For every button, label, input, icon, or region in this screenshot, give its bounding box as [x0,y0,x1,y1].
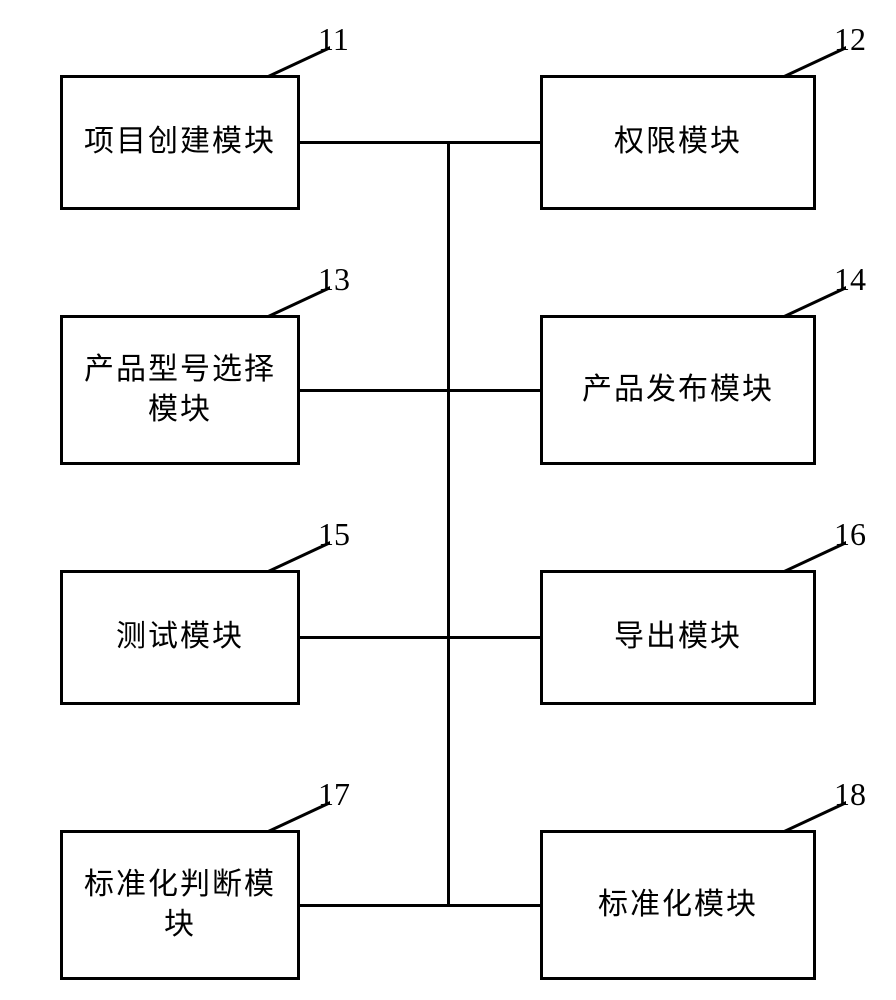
connector-m13 [300,389,450,392]
connector-m12 [447,141,541,144]
module-m11: 项目创建模块 [60,75,300,210]
module-m14: 产品发布模块 [540,315,816,465]
connector-m16 [447,636,541,639]
module-number-m15: 15 [318,516,350,553]
module-label-m11: 项目创建模块 [84,122,276,163]
module-m13: 产品型号选择模块 [60,315,300,465]
module-label-m18: 标准化模块 [598,885,758,926]
module-number-m16: 16 [834,516,866,553]
module-number-m17: 17 [318,776,350,813]
module-number-m12: 12 [834,21,866,58]
module-m16: 导出模块 [540,570,816,705]
connector-m14 [447,389,541,392]
connector-m15 [300,636,450,639]
module-label-m15: 测试模块 [116,617,244,658]
connector-m18 [447,904,541,907]
module-label-m13: 产品型号选择模块 [73,350,287,431]
module-label-m14: 产品发布模块 [582,370,774,411]
module-label-m17: 标准化判断模块 [73,865,287,946]
module-m12: 权限模块 [540,75,816,210]
module-number-m11: 11 [318,21,349,58]
module-label-m12: 权限模块 [614,122,742,163]
diagram-canvas: 项目创建模块 11 权限模块 12 产品型号选择模块 13 产品发布模块 14 测试模块 15 导出… [0,0,896,1000]
module-m17: 标准化判断模块 [60,830,300,980]
module-m15: 测试模块 [60,570,300,705]
central-bus-line [447,143,450,905]
module-number-m14: 14 [834,261,866,298]
module-m18: 标准化模块 [540,830,816,980]
module-label-m16: 导出模块 [614,617,742,658]
module-number-m18: 18 [834,776,866,813]
connector-m17 [300,904,450,907]
connector-m11 [300,141,450,144]
module-number-m13: 13 [318,261,350,298]
